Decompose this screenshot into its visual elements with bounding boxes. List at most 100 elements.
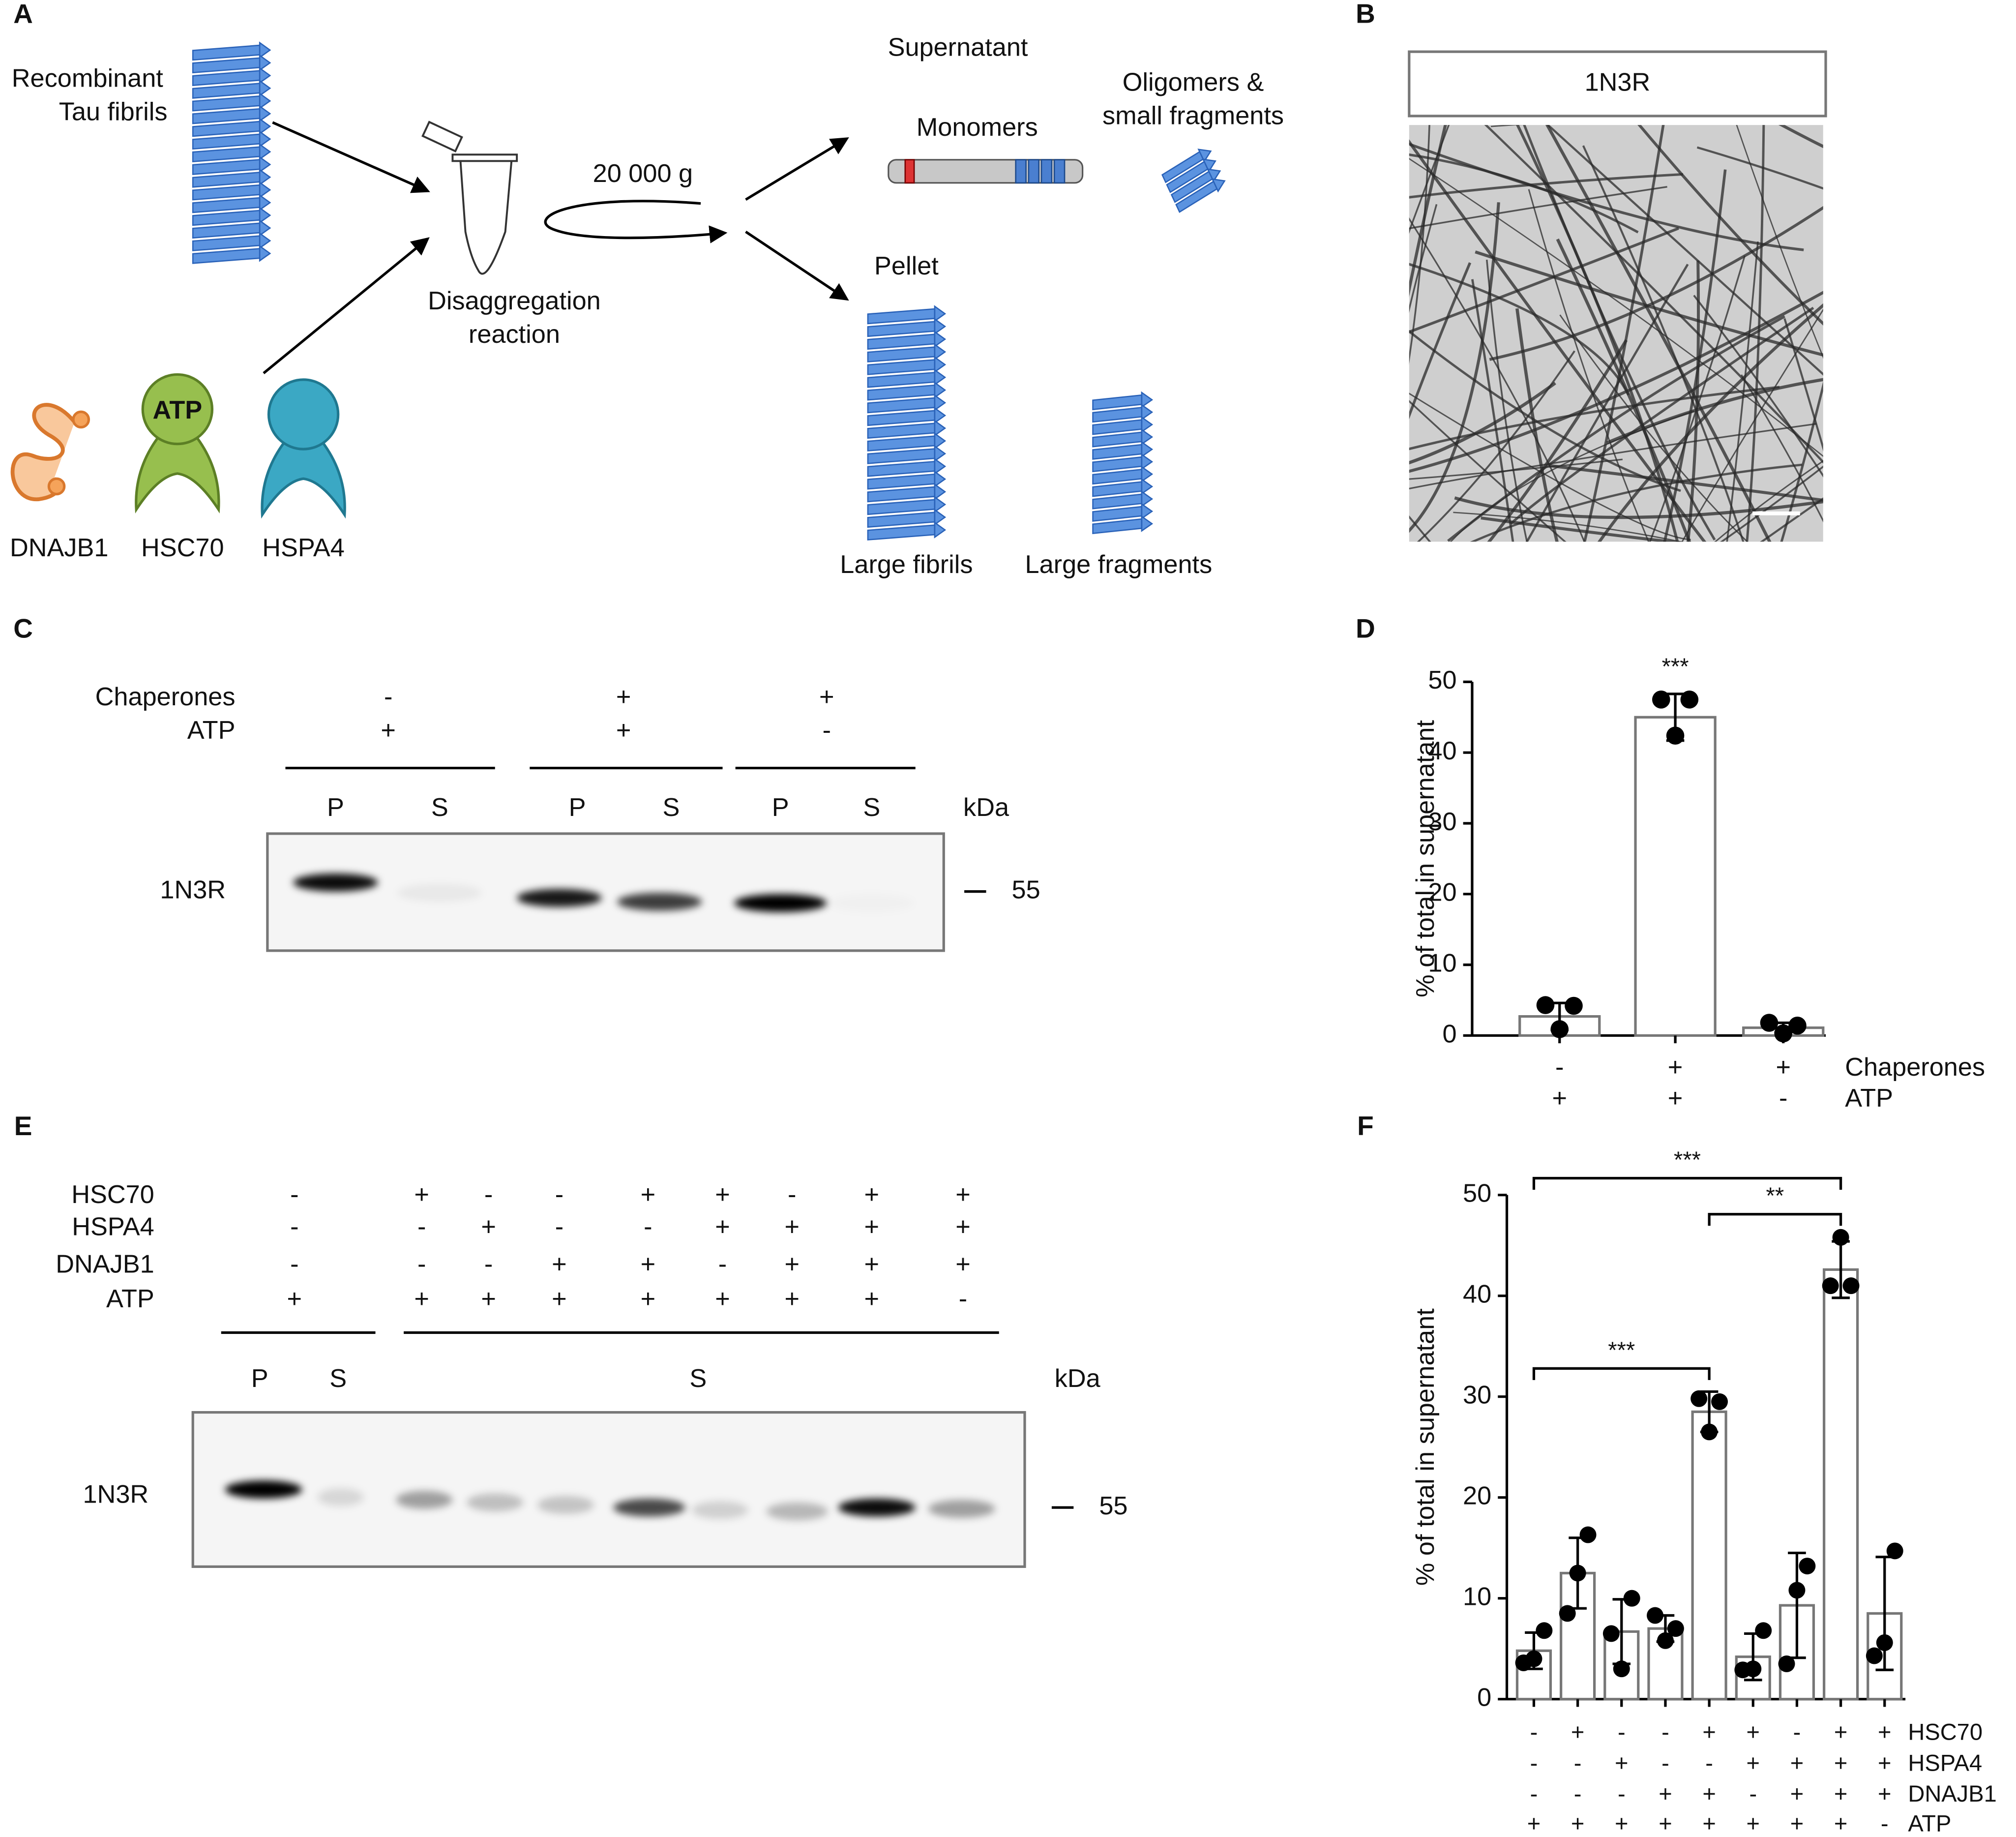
condition-sign: +: [1747, 1719, 1760, 1745]
y-tick-label: 40: [1463, 1280, 1491, 1308]
fibril-tip: [934, 521, 947, 539]
monomer-repeat: [1015, 159, 1027, 184]
condition-label: HSPA4: [1908, 1749, 1982, 1776]
band: [225, 1480, 302, 1499]
band: [317, 1488, 364, 1506]
condition-sign: +: [641, 1250, 656, 1278]
fibril-em: [1409, 125, 1450, 234]
fibril-tip: [934, 509, 947, 526]
condition-sign: +: [1747, 1749, 1760, 1776]
fibril-em: [1450, 410, 1695, 542]
lane-label: S: [662, 793, 680, 822]
arrow: [272, 121, 430, 193]
condition-sign: +: [1834, 1810, 1847, 1836]
fibril-em: [1726, 241, 1759, 542]
fibril-em: [1409, 158, 1823, 457]
data-point: [1623, 1590, 1640, 1607]
condition-sign: +: [1702, 1780, 1716, 1807]
condition-sign: +: [715, 1212, 730, 1241]
condition-sign: -: [1574, 1780, 1582, 1807]
unit-label: kDa: [1055, 1364, 1101, 1393]
band: [396, 1491, 453, 1509]
condition-sign: +: [1790, 1810, 1804, 1836]
band: [293, 873, 378, 892]
band: [766, 1502, 828, 1521]
condition-sign: +: [1702, 1810, 1716, 1836]
fibril-em: [1454, 496, 1823, 519]
condition-sign: -: [417, 1212, 426, 1241]
data-point: [1569, 1565, 1586, 1582]
lane-label: P: [772, 793, 789, 822]
blot-membrane: [266, 832, 945, 952]
monomers-label: Monomers: [917, 113, 1038, 142]
condition-sign: +: [864, 1285, 880, 1313]
chaperone-head: [267, 378, 340, 451]
condition-sign: +: [1552, 1084, 1567, 1113]
fibril-em: [1409, 382, 1556, 465]
condition-sign: -: [1530, 1749, 1538, 1776]
chaperone-body: [135, 431, 220, 514]
fibril-em: [1696, 146, 1823, 190]
y-tick-label: 20: [1463, 1481, 1491, 1510]
condition-sign: -: [718, 1250, 727, 1278]
fibril-em: [1525, 264, 1689, 542]
data-point: [1832, 1229, 1849, 1246]
condition-sign: -: [959, 1285, 967, 1313]
condition-label: ATP: [1908, 1810, 1951, 1836]
data-point: [1711, 1393, 1728, 1410]
lane-label: S: [431, 793, 448, 822]
y-tick-label: 50: [1463, 1179, 1491, 1207]
dnajb1-dot: [47, 477, 66, 496]
fibril-em: [1409, 204, 1438, 313]
marker-label: 55: [1012, 875, 1040, 904]
condition-sign: +: [1615, 1749, 1628, 1776]
fibril-tip: [934, 318, 947, 335]
fibril-em: [1548, 464, 1823, 502]
condition-sign: +: [1790, 1780, 1804, 1807]
fibril-tip: [1141, 503, 1154, 520]
y-axis-label: % of total in supernatant: [1411, 1308, 1440, 1586]
input-label: Recombinant: [12, 64, 164, 92]
fibril-tip: [1141, 465, 1154, 483]
large-fibrils-label: Large fibrils: [840, 550, 973, 579]
fibril-tip: [934, 457, 947, 475]
arrow: [745, 231, 849, 301]
condition-sign: -: [290, 1212, 298, 1241]
fibril-tip: [1207, 168, 1221, 183]
condition-sign: +: [481, 1285, 496, 1313]
fibril-tip: [934, 343, 947, 361]
fibril-tip: [1141, 428, 1154, 446]
condition-label: ATP: [1845, 1084, 1893, 1113]
lane-label: S: [329, 1364, 347, 1393]
band: [838, 1498, 916, 1517]
fibril-em: [1746, 125, 1765, 542]
condition-sign: -: [1881, 1810, 1889, 1836]
fibril-em: [1409, 262, 1472, 420]
y-tick-label: 10: [1428, 949, 1456, 977]
fibril-tip: [259, 219, 271, 237]
fibril: [1092, 391, 1154, 535]
fibril-tip: [259, 168, 271, 186]
band: [467, 1493, 524, 1511]
condition-sign: -: [1749, 1780, 1757, 1807]
centrifugation-label: 20 000 g: [593, 159, 693, 188]
condition-sign: +: [552, 1285, 567, 1313]
significance-bracket: [1532, 1367, 1711, 1380]
band: [397, 883, 482, 902]
chaperone-body: [261, 436, 346, 519]
condition-sign: +: [1571, 1810, 1584, 1836]
condition-sign: -: [1530, 1719, 1538, 1745]
condition-sign: -: [555, 1180, 563, 1209]
lane-label: S: [863, 793, 880, 822]
fibril-tip: [1141, 478, 1154, 495]
y-tick-label: 20: [1428, 878, 1456, 907]
fibril-em: [1637, 125, 1823, 326]
significance-bracket: [1708, 1213, 1842, 1226]
bar: [1691, 1410, 1727, 1701]
band: [928, 1500, 995, 1518]
fibril-tip: [259, 79, 271, 97]
fibril-tip: [1141, 441, 1154, 458]
band: [613, 1498, 685, 1517]
panel-letter: E: [14, 1111, 32, 1141]
